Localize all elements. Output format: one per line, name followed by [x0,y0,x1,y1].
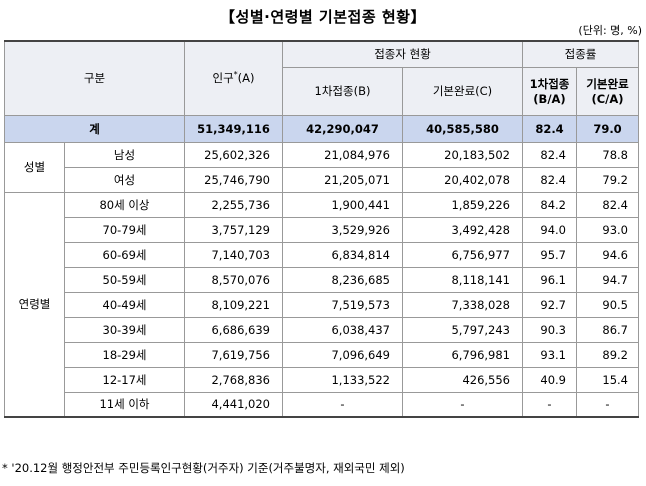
total-row: 계 51,349,116 42,290,047 40,585,580 82.4 … [4,114,639,143]
cell-first-dose: 7,096,649 [282,341,403,368]
vaccination-table: 구분 인구*(A) 접종자 현황 접종률 1차접종(B) 기본완료(C) 1차접… [4,40,639,418]
row-label: 여성 [64,166,185,193]
header-first-dose: 1차접종(B) [282,66,403,116]
cell-complete-rate: - [576,391,639,418]
cell-complete-rate: 15.4 [576,366,639,393]
cell-complete: 426,556 [402,366,523,393]
cell-population: 6,686,639 [184,316,283,343]
row-label: 60-69세 [64,241,185,268]
header-vaccinated-status: 접종자 현황 [282,40,523,68]
cell-complete-rate: 94.7 [576,266,639,293]
cell-first-rate: 40.9 [522,366,577,393]
header-category: 구분 [4,40,185,116]
row-label: 18-29세 [64,341,185,368]
cell-first-rate: 92.7 [522,291,577,318]
cell-complete: 7,338,028 [402,291,523,318]
cell-first-rate: 82.4 [522,141,577,168]
row-label: 남성 [64,141,185,168]
cell-first-dose: 1,133,522 [282,366,403,393]
cell-population: 7,619,756 [184,341,283,368]
cell-population: 2,768,836 [184,366,283,393]
table-row: 18-29세 7,619,756 7,096,649 6,796,981 93.… [5,341,639,368]
cell-population: 25,602,326 [184,141,283,168]
total-label: 계 [4,114,185,143]
header-population: 인구*(A) [184,40,283,116]
total-first-dose: 42,290,047 [282,114,403,143]
cell-first-dose: 21,205,071 [282,166,403,193]
cell-first-dose: 3,529,926 [282,216,403,243]
cell-first-dose: 6,038,437 [282,316,403,343]
cell-first-dose: 21,084,976 [282,141,403,168]
row-label: 12-17세 [64,366,185,393]
table-row: 60-69세 7,140,703 6,834,814 6,756,977 95.… [5,241,639,268]
table-row: 연령별 80세 이상 2,255,736 1,900,441 1,859,226… [4,191,639,418]
cell-first-rate: 82.4 [522,166,577,193]
table-row: 30-39세 6,686,639 6,038,437 5,797,243 90.… [5,316,639,343]
cell-complete: 6,796,981 [402,341,523,368]
header-complete-rate: 기본완료 (C/A) [576,66,639,116]
total-complete: 40,585,580 [402,114,523,143]
cell-first-rate: 90.3 [522,316,577,343]
cell-complete-rate: 79.2 [576,166,639,193]
cell-complete: 5,797,243 [402,316,523,343]
footnote: * '20.12월 행정안전부 주민등록인구현황(거주자) 기준(거주불명자, … [2,461,405,475]
cell-complete-rate: 86.7 [576,316,639,343]
cell-complete: 20,402,078 [402,166,523,193]
cell-population: 8,109,221 [184,291,283,318]
cell-complete-rate: 94.6 [576,241,639,268]
cell-complete: 8,118,141 [402,266,523,293]
cell-complete: 20,183,502 [402,141,523,168]
cell-complete: - [402,391,523,418]
table-row: 12-17세 2,768,836 1,133,522 426,556 40.9 … [5,366,639,393]
cell-population: 25,746,790 [184,166,283,193]
row-label: 80세 이상 [64,191,185,218]
cell-first-rate: 95.7 [522,241,577,268]
cell-first-rate: 84.2 [522,191,577,218]
cell-first-rate: 93.1 [522,341,577,368]
cell-complete-rate: 82.4 [576,191,639,218]
table-row: 11세 이하 4,441,020 - - - - [5,391,639,418]
table-row: 성별 남성 25,602,326 21,084,976 20,183,502 8… [4,141,639,193]
row-label: 70-79세 [64,216,185,243]
cell-first-dose: - [282,391,403,418]
cell-population: 7,140,703 [184,241,283,268]
table-title: 【성별·연령별 기본접종 현황】 [220,8,426,26]
table-row: 50-59세 8,570,076 8,236,685 8,118,141 96.… [5,266,639,293]
cell-first-dose: 6,834,814 [282,241,403,268]
header-first-rate: 1차접종 (B/A) [522,66,577,116]
cell-complete-rate: 90.5 [576,291,639,318]
cell-first-dose: 8,236,685 [282,266,403,293]
row-label: 50-59세 [64,266,185,293]
cell-complete: 3,492,428 [402,216,523,243]
table-row: 70-79세 3,757,129 3,529,926 3,492,428 94.… [5,216,639,243]
header-complete: 기본완료(C) [402,66,523,116]
cell-first-dose: 7,519,573 [282,291,403,318]
total-complete-rate: 79.0 [576,114,639,143]
cell-population: 8,570,076 [184,266,283,293]
cell-complete-rate: 89.2 [576,341,639,368]
row-label: 30-39세 [64,316,185,343]
total-first-rate: 82.4 [522,114,577,143]
cell-first-rate: 94.0 [522,216,577,243]
cell-population: 4,441,020 [184,391,283,418]
table-row: 여성 25,746,790 21,205,071 20,402,078 82.4… [5,166,639,193]
row-label: 11세 이하 [64,391,185,418]
cell-population: 3,757,129 [184,216,283,243]
cell-complete-rate: 78.8 [576,141,639,168]
cell-first-rate: - [522,391,577,418]
total-population: 51,349,116 [184,114,283,143]
age-group-label: 연령별 [4,191,65,418]
cell-complete: 6,756,977 [402,241,523,268]
header-rate: 접종률 [522,40,639,68]
row-label: 40-49세 [64,291,185,318]
cell-first-dose: 1,900,441 [282,191,403,218]
gender-group-label: 성별 [4,141,65,193]
cell-complete-rate: 93.0 [576,216,639,243]
cell-first-rate: 96.1 [522,266,577,293]
cell-complete: 1,859,226 [402,191,523,218]
cell-population: 2,255,736 [184,191,283,218]
table-row: 40-49세 8,109,221 7,519,573 7,338,028 92.… [5,291,639,318]
unit-label: (단위: 명, %) [578,24,642,37]
